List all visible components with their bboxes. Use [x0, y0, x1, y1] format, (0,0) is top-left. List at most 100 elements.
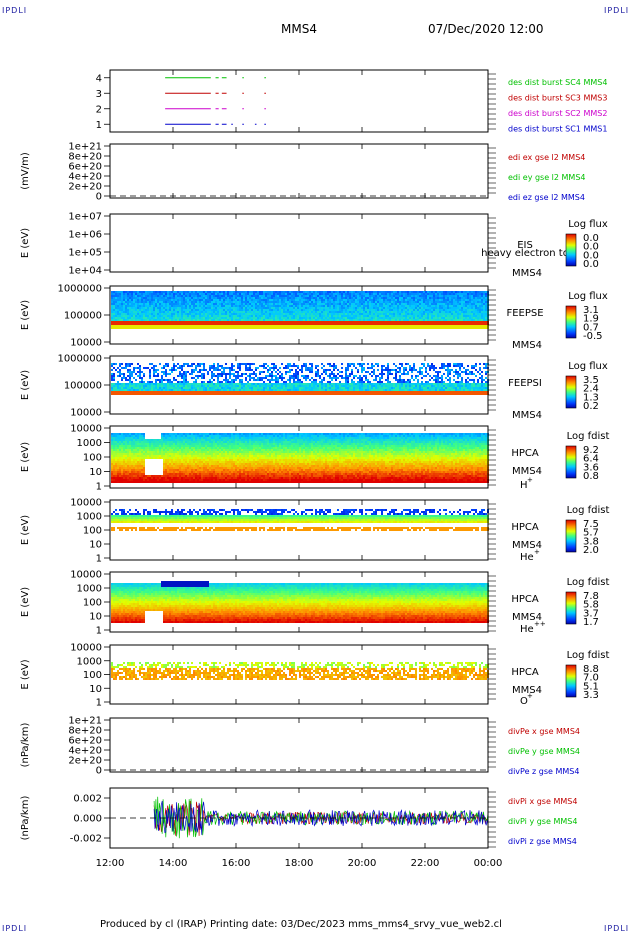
- feepse-heatmap-cell: [175, 327, 177, 329]
- feepse-heatmap-cell: [167, 313, 169, 315]
- feepse-heatmap-cell: [161, 311, 163, 313]
- feepse-heatmap-cell: [259, 297, 261, 299]
- feepse-heatmap-cell: [319, 311, 321, 313]
- feepsi-heatmap-cell: [241, 391, 243, 393]
- feepsi-heatmap-cell: [277, 373, 279, 375]
- feepse-heatmap-cell: [195, 315, 197, 317]
- feepse-heatmap-cell: [433, 313, 435, 315]
- feepse-heatmap-cell: [473, 323, 475, 325]
- feepse-heatmap-cell: [319, 291, 321, 293]
- feepsi-heatmap-cell: [239, 385, 241, 387]
- feepse-heatmap-cell: [393, 317, 395, 319]
- feepsi-heatmap-cell: [321, 363, 323, 365]
- feepsi-heatmap-cell: [229, 389, 231, 391]
- feepse-heatmap-cell: [381, 313, 383, 315]
- feepse-heatmap-cell: [455, 313, 457, 315]
- feepse-heatmap-cell: [371, 315, 373, 317]
- feepse-heatmap-cell: [171, 317, 173, 319]
- feepse-heatmap-cell: [197, 311, 199, 313]
- feepsi-heatmap-cell: [199, 393, 201, 395]
- feepse-heatmap-cell: [337, 327, 339, 329]
- feepse-heatmap-cell: [267, 327, 269, 329]
- feepse-heatmap-cell: [201, 293, 203, 295]
- feepse-heatmap-cell: [433, 311, 435, 313]
- feepsi-heatmap-cell: [235, 387, 237, 389]
- feepsi-heatmap-cell: [231, 391, 233, 393]
- feepse-heatmap-cell: [369, 303, 371, 305]
- feepse-heatmap-cell: [255, 313, 257, 315]
- feepse-heatmap-cell: [415, 301, 417, 303]
- feepse-heatmap-cell: [235, 309, 237, 311]
- feepse-heatmap-cell: [185, 295, 187, 297]
- feepse-heatmap-cell: [413, 313, 415, 315]
- feepsi-heatmap-cell: [149, 373, 151, 375]
- feepse-heatmap-cell: [455, 293, 457, 295]
- feepse-heatmap-cell: [451, 301, 453, 303]
- feepsi-heatmap-cell: [277, 369, 279, 371]
- feepsi-heatmap-cell: [231, 379, 233, 381]
- feepse-heatmap-cell: [157, 299, 159, 301]
- feepse-heatmap-cell: [461, 315, 463, 317]
- feepse-heatmap-cell: [393, 313, 395, 315]
- feepse-heatmap-cell: [283, 301, 285, 303]
- feepse-heatmap-cell: [125, 301, 127, 303]
- feepse-heatmap-cell: [229, 321, 231, 323]
- feepsi-heatmap-cell: [249, 385, 251, 387]
- feepsi-heatmap-cell: [259, 393, 261, 395]
- feepse-heatmap-cell: [235, 313, 237, 315]
- feepse-heatmap-cell: [123, 319, 125, 321]
- feepsi-heatmap-cell: [191, 363, 193, 365]
- feepse-heatmap-cell: [329, 313, 331, 315]
- feepsi-heatmap-cell: [253, 385, 255, 387]
- feepse-heatmap-cell: [241, 293, 243, 295]
- feepsi-heatmap-cell: [141, 393, 143, 395]
- feepse-heatmap-cell: [179, 317, 181, 319]
- feepse-heatmap-cell: [473, 327, 475, 329]
- feepse-heatmap-cell: [243, 295, 245, 297]
- feepse-heatmap-cell: [385, 303, 387, 305]
- feepse-heatmap-cell: [329, 291, 331, 293]
- feepse-heatmap-cell: [213, 297, 215, 299]
- feepse-heatmap-cell: [295, 325, 297, 327]
- feepse-heatmap-cell: [401, 321, 403, 323]
- feepsi-heatmap-cell: [259, 365, 261, 367]
- feepsi-heatmap-cell: [185, 381, 187, 383]
- feepse-heatmap-cell: [333, 293, 335, 295]
- feepse-heatmap-cell: [437, 309, 439, 311]
- feepse-heatmap-cell: [249, 317, 251, 319]
- feepse-heatmap-cell: [143, 317, 145, 319]
- feepse-heatmap-cell: [207, 307, 209, 309]
- feepse-heatmap-cell: [275, 325, 277, 327]
- feepse-heatmap-cell: [445, 327, 447, 329]
- feepse-heatmap-cell: [331, 305, 333, 307]
- feepse-heatmap-cell: [281, 321, 283, 323]
- feepsi-heatmap-cell: [179, 383, 181, 385]
- feepse-heatmap-cell: [485, 311, 487, 313]
- feepse-heatmap-cell: [173, 313, 175, 315]
- feepsi-heatmap-cell: [271, 363, 273, 365]
- feepse-heatmap-cell: [475, 305, 477, 307]
- feepsi-heatmap-cell: [227, 383, 229, 385]
- feepsi-heatmap-cell: [321, 389, 323, 391]
- feepse-heatmap-cell: [237, 323, 239, 325]
- feepse-heatmap-cell: [453, 301, 455, 303]
- feepsi-heatmap-cell: [197, 391, 199, 393]
- feepse-heatmap-cell: [175, 297, 177, 299]
- feepse-heatmap-cell: [111, 293, 113, 295]
- feepse-heatmap-cell: [445, 315, 447, 317]
- feepse-heatmap-cell: [271, 327, 273, 329]
- feepse-heatmap-cell: [251, 291, 253, 293]
- feepse-heatmap-cell: [445, 295, 447, 297]
- feepse-heatmap-cell: [271, 319, 273, 321]
- feepse-heatmap-cell: [159, 323, 161, 325]
- feepsi-heatmap-cell: [201, 389, 203, 391]
- feepse-heatmap-cell: [347, 295, 349, 297]
- feepse-heatmap-cell: [463, 327, 465, 329]
- feepse-heatmap-cell: [129, 299, 131, 301]
- feepsi-heatmap-cell: [239, 375, 241, 377]
- feepse-heatmap-cell: [433, 301, 435, 303]
- feepsi-heatmap-cell: [289, 381, 291, 383]
- feepse-heatmap-cell: [307, 303, 309, 305]
- feepse-heatmap-cell: [307, 291, 309, 293]
- feepsi-heatmap-cell: [295, 375, 297, 377]
